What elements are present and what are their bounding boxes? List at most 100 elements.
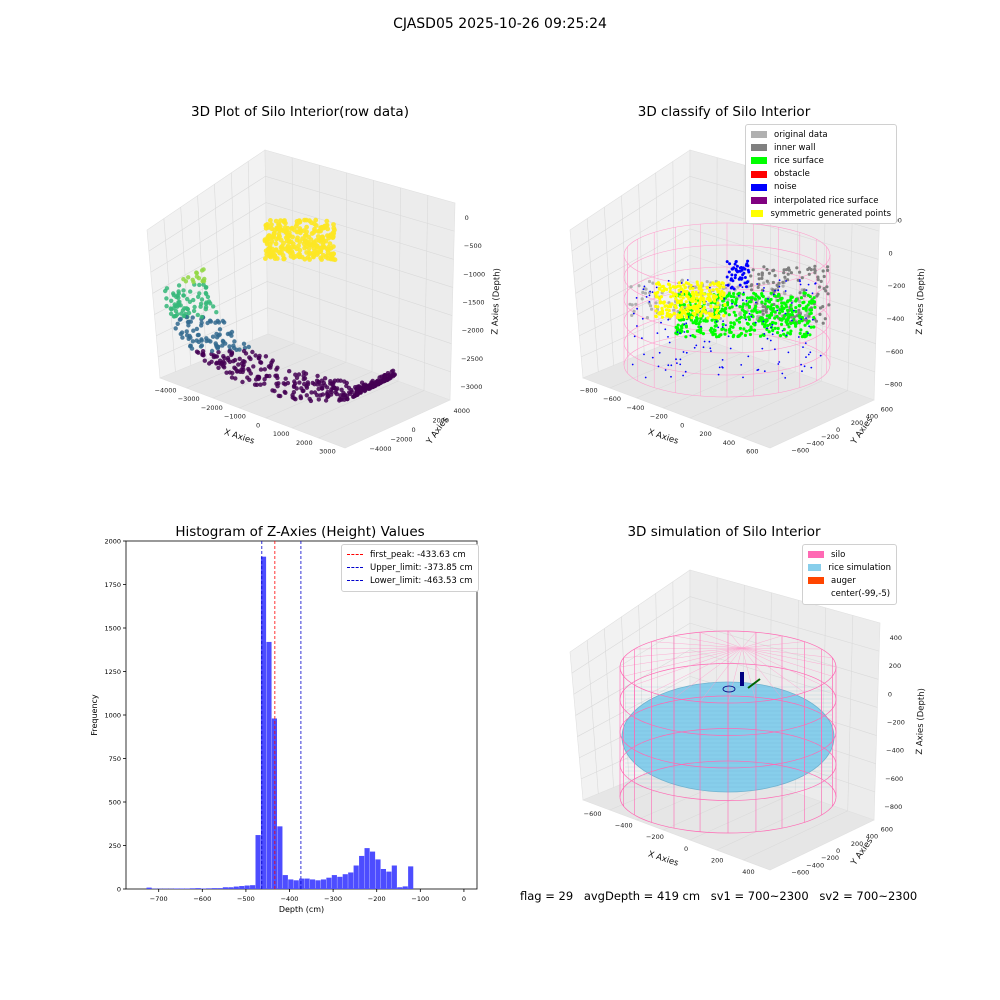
grid-line [318,390,425,439]
data-point [229,333,234,338]
y-tick-label: −4000 [370,445,392,453]
data-point [761,322,765,326]
data-point [334,391,340,397]
data-point [316,386,321,392]
legend-swatch [751,144,767,152]
data-point [680,292,684,296]
data-point [802,300,806,304]
data-point [204,291,209,297]
status-footer: flag = 29 avgDepth = 419 cm sv1 = 700~23… [520,889,924,903]
data-point [816,292,820,296]
y-tick-label: −200 [821,433,839,441]
grid-line [847,195,854,391]
data-point [264,222,270,227]
histogram-bar [266,641,272,889]
data-point [693,346,696,349]
data-point [718,333,722,337]
y-tick-label: −600 [791,447,809,455]
data-point [812,296,816,300]
data-point [671,285,675,289]
data-point [272,388,277,394]
data-point [277,234,282,239]
data-point [664,304,669,308]
data-point [798,300,802,304]
data-point [721,322,725,327]
data-point [695,280,699,284]
data-point [762,320,765,323]
data-point [780,301,784,305]
data-point [164,296,169,301]
data-point [323,398,329,403]
data-point [745,296,750,300]
data-point [808,308,813,312]
legend-line [347,567,363,569]
data-point [677,281,681,285]
data-point [805,289,808,291]
data-point [736,285,740,289]
histogram-bar [222,887,228,889]
data-point [269,226,275,232]
data-point [731,335,735,339]
legend-swatch [751,131,767,139]
data-point [766,337,769,340]
data-point [691,286,695,290]
histogram-bar [408,866,414,889]
data-point [267,373,272,379]
data-point [323,254,329,260]
data-point [812,325,816,329]
data-point [673,292,678,296]
grid-line [577,254,877,316]
data-point [804,308,808,312]
data-point [188,289,193,294]
data-point [262,377,267,382]
data-point [290,250,295,256]
data-point [732,292,736,296]
data-point [258,367,264,372]
data-point [812,300,817,304]
data-point [778,308,782,312]
data-point [204,336,209,341]
x-tick-label: −400 [627,404,645,412]
data-point [676,323,680,327]
data-point [655,286,658,289]
grid-line [150,202,454,273]
legend-item: first_peak: -433.63 cm [347,548,473,561]
data-point [748,296,753,300]
x-tick-label: −800 [580,386,598,394]
data-point [770,326,773,329]
data-point [294,375,300,380]
data-point [667,336,669,338]
data-point [801,370,803,373]
data-point [805,318,809,322]
data-point [194,326,200,332]
data-point [814,319,819,323]
grid-line [230,172,238,347]
data-point [686,279,689,281]
data-point [703,340,706,343]
data-point [666,282,671,286]
data-point [819,354,822,357]
data-point [798,331,802,335]
data-point [784,290,787,292]
data-point [743,316,747,320]
x-tick-label: −200 [368,895,386,903]
data-point [723,297,726,300]
data-point [177,317,183,322]
data-point [723,307,728,311]
legend-item: rice simulation [808,561,891,574]
avg-depth-value: avgDepth = 419 cm [583,889,701,903]
data-point [660,306,664,310]
data-point [181,288,186,293]
data-point [776,326,780,331]
data-point [737,320,742,324]
x-tick-label: −2000 [201,404,223,412]
grid-line [586,218,599,372]
grid-line [573,202,879,273]
data-point [278,218,283,224]
data-point [186,323,191,328]
data-point [812,316,816,320]
data-point [287,369,292,374]
data-point [797,319,801,323]
data-point [191,308,197,314]
data-point [322,223,328,229]
